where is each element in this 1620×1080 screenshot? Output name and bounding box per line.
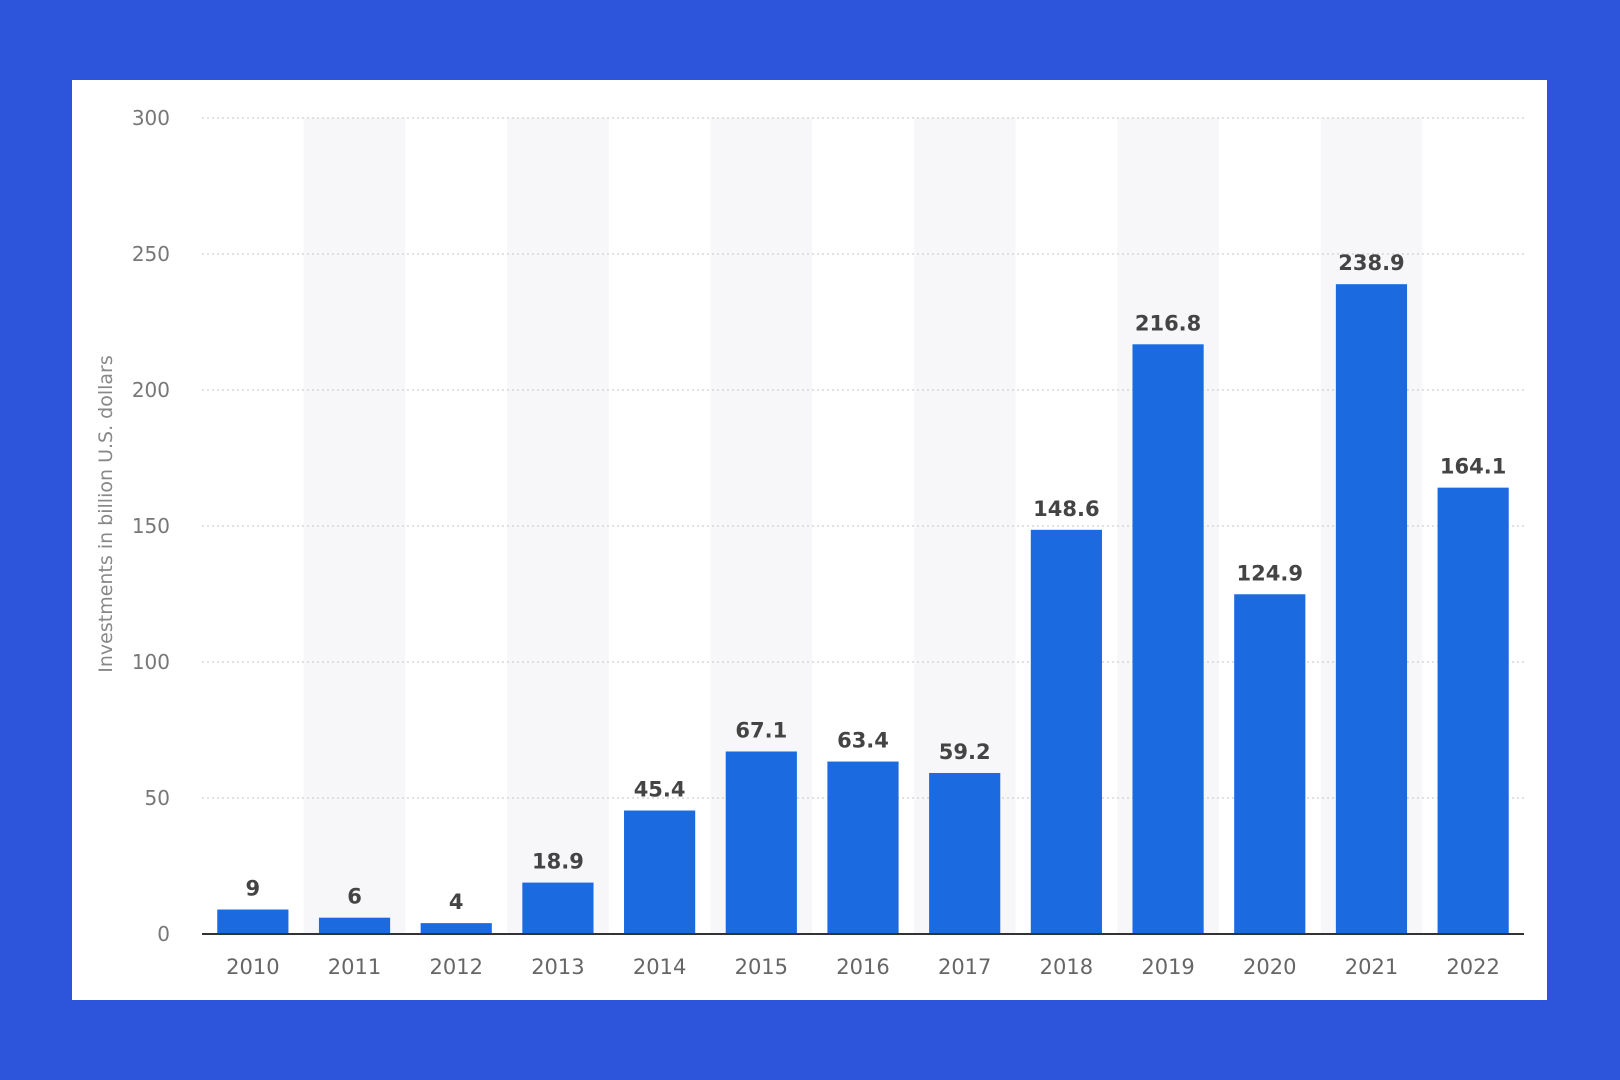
x-tick-label-2015: 2015 [735, 955, 788, 979]
x-tick-label-2018: 2018 [1040, 955, 1093, 979]
chart-panel: 0 50 100 150 200 250 300 9 6 4 18.9 45.4 67.1 63.4 59… [72, 80, 1547, 1000]
bar-chart: 0 50 100 150 200 250 300 9 6 4 18.9 45.4 67.1 63.4 59… [95, 106, 1524, 979]
y-tick-label-150: 150 [132, 514, 170, 538]
x-tick-label-2021: 2021 [1345, 955, 1398, 979]
y-tick-label-200: 200 [132, 378, 170, 402]
data-label-2011: 6 [347, 885, 362, 909]
x-tick-label-2014: 2014 [633, 955, 686, 979]
data-label-2020: 124.9 [1237, 561, 1303, 585]
data-label-2016: 63.4 [837, 729, 889, 753]
y-tick-label-100: 100 [132, 650, 170, 674]
data-labels: 9 6 4 18.9 45.4 67.1 63.4 59.2 148.6 216.8 124.9 23… [246, 251, 1507, 914]
x-tick-label-2010: 2010 [226, 955, 279, 979]
x-tick-label-2019: 2019 [1141, 955, 1194, 979]
x-tick-label-2022: 2022 [1446, 955, 1499, 979]
bar-2010 [217, 909, 289, 934]
x-tick-label-2016: 2016 [836, 955, 889, 979]
y-axis-title: Investments in billion U.S. dollars [95, 355, 117, 672]
gridlines [202, 117, 1524, 799]
data-label-2018: 148.6 [1033, 497, 1099, 521]
bar-2013 [522, 882, 594, 934]
x-tick-label-2013: 2013 [531, 955, 584, 979]
x-axis-labels: 2010 2011 2012 2013 2014 2015 2016 2017 2018 2019… [226, 955, 1500, 979]
bar-2020 [1234, 594, 1306, 934]
bar-2022 [1437, 487, 1509, 934]
y-tick-label-50: 50 [145, 786, 170, 810]
data-label-2022: 164.1 [1440, 455, 1506, 479]
data-label-2017: 59.2 [939, 740, 991, 764]
y-tick-label-250: 250 [132, 242, 170, 266]
bar-2021 [1335, 284, 1408, 934]
bars [217, 284, 1509, 935]
data-label-2014: 45.4 [634, 778, 686, 802]
data-label-2013: 18.9 [532, 850, 584, 874]
y-tick-label-0: 0 [157, 922, 170, 946]
bar-2012 [420, 923, 492, 934]
data-label-2010: 9 [246, 877, 261, 901]
bar-2019 [1132, 344, 1204, 935]
bar-2015 [725, 751, 797, 934]
data-label-2021: 238.9 [1338, 251, 1404, 275]
x-tick-label-2017: 2017 [938, 955, 991, 979]
data-label-2012: 4 [449, 890, 464, 914]
data-label-2019: 216.8 [1135, 311, 1201, 335]
x-tick-label-2011: 2011 [328, 955, 381, 979]
data-label-2015: 67.1 [735, 718, 787, 742]
y-axis-ticks: 0 50 100 150 200 250 300 [132, 106, 170, 946]
x-tick-label-2020: 2020 [1243, 955, 1296, 979]
bar-2017 [929, 772, 1001, 934]
bar-2011 [318, 917, 391, 934]
bar-2018 [1030, 529, 1102, 934]
x-tick-label-2012: 2012 [430, 955, 483, 979]
bar-2016 [827, 761, 899, 934]
y-tick-label-300: 300 [132, 106, 170, 130]
bar-2014 [624, 810, 696, 934]
